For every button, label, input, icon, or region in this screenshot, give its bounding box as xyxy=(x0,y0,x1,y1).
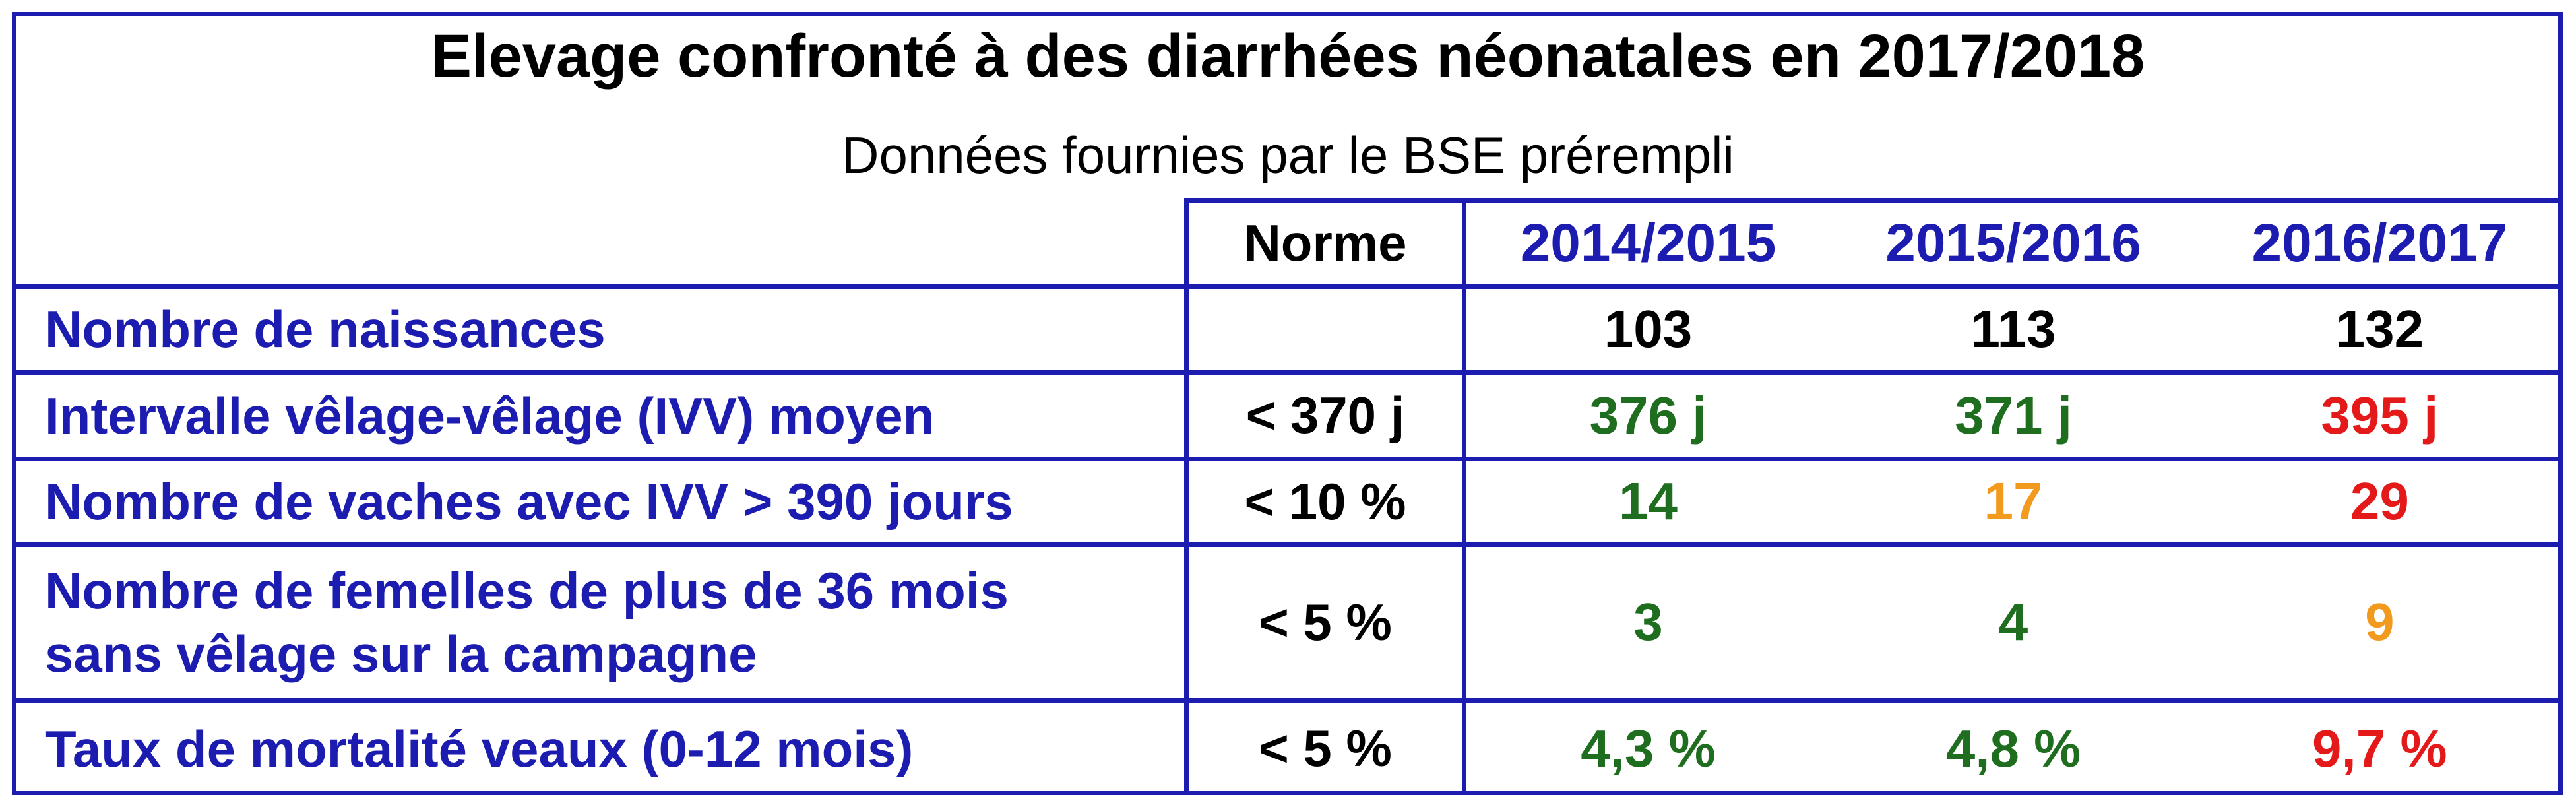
row-label: Nombre de vaches avec IVV > 390 jours xyxy=(12,459,1189,547)
header-row: Norme 2014/2015 2015/2016 2016/2017 xyxy=(12,198,2563,289)
row-value: 371 j xyxy=(1830,372,2197,461)
row-value: 4,8 % xyxy=(1945,719,2081,778)
row-label: Nombre de naissances xyxy=(12,286,1189,375)
row-value: 376 j xyxy=(1464,372,1831,461)
row-value: 9,7 % xyxy=(2312,719,2447,778)
row-label-line-2: sans vêlage sur la campagne xyxy=(45,625,757,684)
row-value: 132 xyxy=(2196,286,2563,375)
row-value: 3 xyxy=(1464,544,1831,703)
row-value: 14 xyxy=(1464,459,1831,547)
table-row: Taux de mortalité veaux (0-12 mois) < 5 … xyxy=(12,700,2563,795)
table-row: Nombre de femelles de plus de 36 mois sa… xyxy=(12,544,2563,703)
row-value: 103 xyxy=(1464,286,1831,375)
header-year-1: 2014/2015 xyxy=(1464,198,1831,289)
table-row: Nombre de naissances 103 113 132 xyxy=(12,286,2563,375)
row-label: Nombre de femelles de plus de 36 mois sa… xyxy=(12,544,1189,703)
page-title: Elevage confronté à des diarrhées néonat… xyxy=(431,22,2145,90)
row-value: 113 xyxy=(1830,286,2197,375)
row-value: 9 xyxy=(2196,544,2563,703)
table-row: Intervalle vêlage-vêlage (IVV) moyen < 3… xyxy=(12,372,2563,461)
data-table: Norme 2014/2015 2015/2016 2016/2017 Nomb… xyxy=(12,198,2563,795)
header-empty-cell xyxy=(12,200,1189,289)
header-year-3: 2016/2017 xyxy=(2196,198,2563,289)
row-norme: < 5 % xyxy=(1186,544,1466,703)
row-norme xyxy=(1186,286,1466,375)
row-value: 4 xyxy=(1830,544,2197,703)
row-label: Taux de mortalité veaux (0-12 mois) xyxy=(12,700,1189,795)
page-subtitle: Données fournies par le BSE prérempli xyxy=(842,126,1734,184)
row-norme: < 370 j xyxy=(1186,372,1466,461)
row-norme: < 10 % xyxy=(1186,459,1466,547)
row-value: 4,3 % xyxy=(1581,719,1716,778)
row-norme: < 5 % xyxy=(1186,700,1466,795)
table-row: Nombre de vaches avec IVV > 390 jours < … xyxy=(12,459,2563,547)
header-norme: Norme xyxy=(1184,198,1466,289)
row-label-line-1: Nombre de femelles de plus de 36 mois xyxy=(45,562,1009,620)
row-label: Intervalle vêlage-vêlage (IVV) moyen xyxy=(12,372,1189,461)
row-value: 29 xyxy=(2196,459,2563,547)
header-year-2: 2015/2016 xyxy=(1830,198,2197,289)
row-value: 17 xyxy=(1830,459,2197,547)
row-value: 395 j xyxy=(2196,372,2563,461)
